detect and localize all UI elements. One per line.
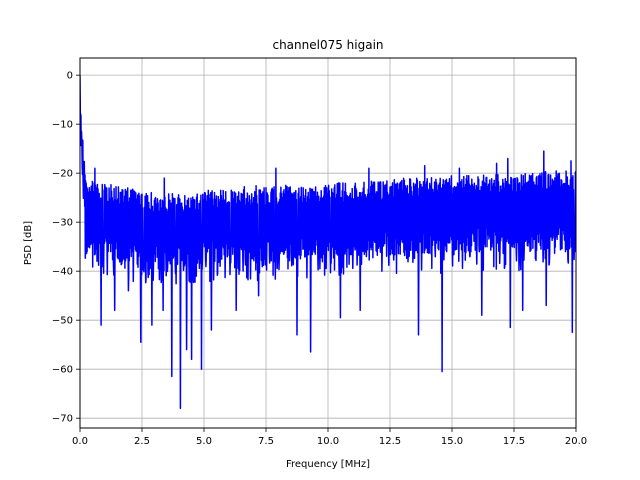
x-tick-label: 5.0 <box>196 436 212 447</box>
y-tick-label: −10 <box>52 120 73 131</box>
psd-series-line <box>80 75 576 410</box>
y-tick-label: −20 <box>52 169 73 180</box>
plot-area <box>80 75 576 410</box>
x-axis-label: Frequency [MHz] <box>286 459 370 470</box>
x-tick-label: 2.5 <box>134 436 150 447</box>
x-axis-ticks: 0.0 2.5 5.0 7.5 10.0 12.5 15.0 17.5 20.0 <box>72 428 587 447</box>
y-tick-label: 0 <box>67 71 73 82</box>
y-tick-label: −50 <box>52 316 73 327</box>
x-tick-label: 0.0 <box>72 436 88 447</box>
x-tick-label: 7.5 <box>258 436 274 447</box>
x-tick-label: 12.5 <box>379 436 401 447</box>
y-axis-label: PSD [dB] <box>23 221 34 265</box>
y-axis-ticks: 0 −10 −20 −30 −40 −50 −60 −70 <box>52 71 80 425</box>
y-tick-label: −70 <box>52 414 73 425</box>
x-tick-label: 17.5 <box>503 436 525 447</box>
y-tick-label: −30 <box>52 218 73 229</box>
x-tick-label: 20.0 <box>565 436 587 447</box>
chart-title: channel075 higain <box>272 38 383 52</box>
y-tick-label: −60 <box>52 365 73 376</box>
x-tick-label: 10.0 <box>317 436 339 447</box>
y-tick-label: −40 <box>52 267 73 278</box>
x-tick-label: 15.0 <box>441 436 463 447</box>
